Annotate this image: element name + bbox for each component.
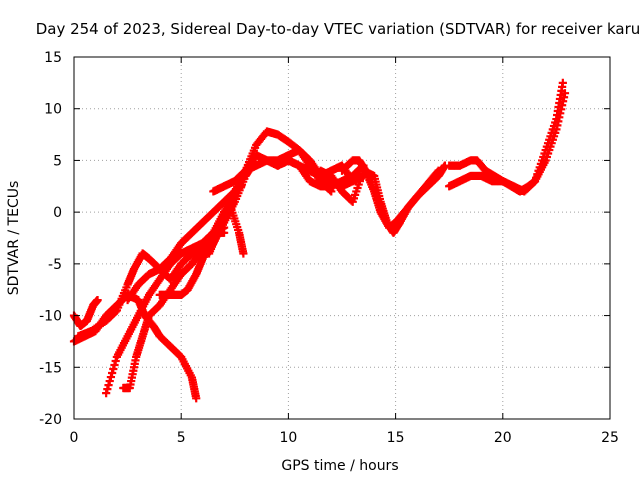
x-tick-label: 20 bbox=[494, 430, 512, 446]
series-arc-f bbox=[123, 182, 246, 305]
data-point bbox=[239, 249, 248, 258]
series-arc-n bbox=[337, 156, 443, 232]
y-tick-label: -10 bbox=[39, 309, 62, 325]
x-tick-label: 5 bbox=[177, 430, 186, 446]
chart-title: Day 254 of 2023, Sidereal Day-to-day VTE… bbox=[36, 20, 640, 38]
y-axis-label: SDTVAR / TECUs bbox=[6, 181, 22, 296]
data-point bbox=[434, 166, 443, 175]
x-axis-label: GPS time / hours bbox=[281, 458, 398, 474]
y-tick-label: -5 bbox=[48, 257, 62, 273]
data-point bbox=[558, 78, 567, 87]
series-arc-p bbox=[445, 89, 570, 196]
y-tick-label: 0 bbox=[53, 205, 62, 221]
x-tick-label: 10 bbox=[279, 430, 297, 446]
data-point bbox=[93, 295, 102, 305]
y-tick-label: 5 bbox=[53, 153, 62, 169]
data-point bbox=[560, 89, 570, 98]
grid-lines bbox=[74, 57, 610, 419]
y-tick-label: 15 bbox=[44, 50, 62, 66]
y-tick-label: 10 bbox=[44, 102, 62, 118]
x-tick-labels: 0 5 10 15 20 25 bbox=[70, 430, 619, 446]
x-tick-label: 25 bbox=[601, 430, 619, 446]
y-tick-labels: -20 -15 -10 -5 0 5 10 15 bbox=[39, 50, 62, 428]
data-marks bbox=[69, 78, 570, 403]
x-tick-label: 15 bbox=[387, 430, 405, 446]
data-point bbox=[192, 394, 201, 403]
plot-frame bbox=[73, 56, 611, 420]
axis-ticks bbox=[73, 56, 611, 420]
x-tick-label: 0 bbox=[70, 430, 79, 446]
series-arc-m bbox=[316, 161, 450, 237]
y-tick-label: -20 bbox=[39, 412, 62, 428]
series-arc-h bbox=[204, 202, 248, 258]
y-tick-label: -15 bbox=[39, 360, 62, 376]
